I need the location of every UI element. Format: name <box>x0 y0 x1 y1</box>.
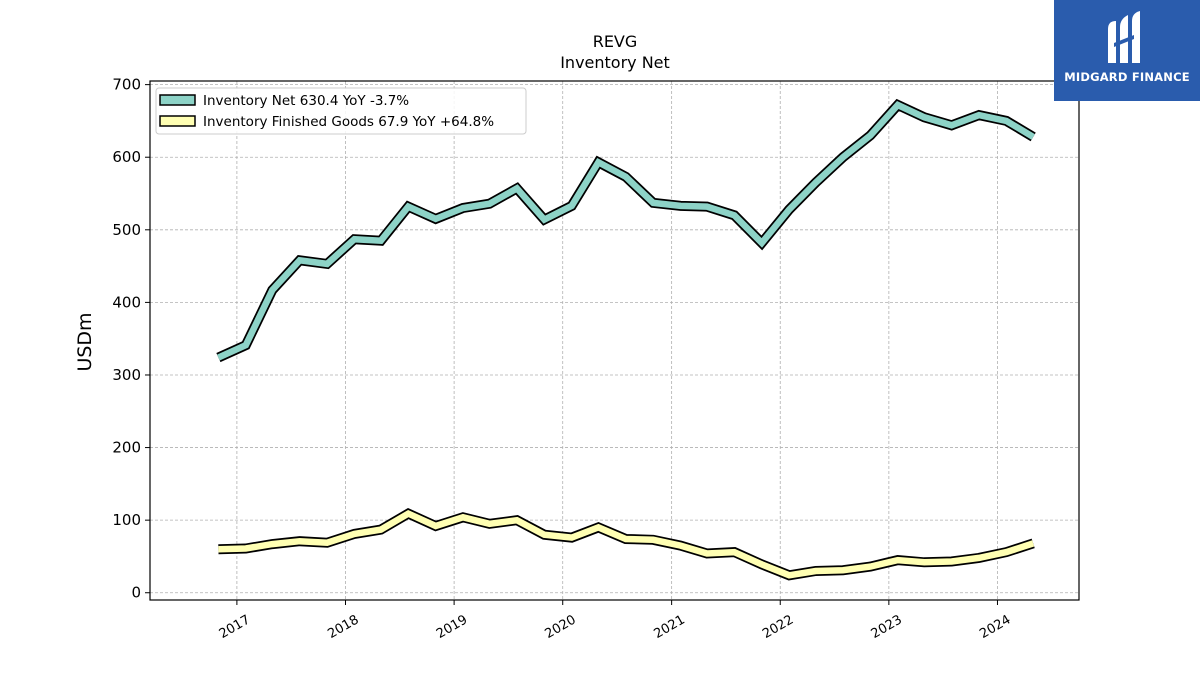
series-line-0 <box>217 101 1035 361</box>
y-tick-label: 500 <box>112 221 141 239</box>
legend: Inventory Net 630.4 YoY -3.7% Inventory … <box>155 87 527 135</box>
y-tick-label: 0 <box>131 584 141 602</box>
y-tick-label: 600 <box>112 148 141 166</box>
x-tick-label: 2022 <box>760 612 796 642</box>
brand-name: MIDGARD FINANCE <box>1064 70 1190 84</box>
x-tick-label: 2024 <box>977 612 1013 642</box>
y-tick-label: 400 <box>112 293 141 311</box>
x-tick-label: 2019 <box>434 612 470 642</box>
y-tick-label: 200 <box>112 439 141 457</box>
x-tick-label: 2018 <box>325 612 361 642</box>
series-group <box>216 98 1036 581</box>
y-tick-label: 300 <box>112 366 141 384</box>
series-outline-0 <box>216 98 1036 363</box>
chart-title: REVG <box>593 32 638 51</box>
x-tick-label: 2020 <box>543 612 579 642</box>
x-tick-label: 2023 <box>869 612 905 642</box>
series-line-1 <box>218 509 1035 579</box>
legend-label-finished-goods: Inventory Finished Goods 67.9 YoY +64.8% <box>203 114 494 130</box>
y-axis-label: USDm <box>74 312 96 371</box>
legend-swatch-inventory-net <box>159 94 196 106</box>
brand-logo: MIDGARD FINANCE <box>1054 0 1200 101</box>
legend-box <box>155 87 527 135</box>
x-tick-label: 2021 <box>651 612 687 642</box>
y-tick-label: 700 <box>112 76 141 94</box>
series-outline-1 <box>218 507 1035 581</box>
chart-subtitle: Inventory Net <box>560 53 670 72</box>
plot-frame <box>149 80 1080 601</box>
grid <box>150 81 1079 600</box>
midgard-logo-icon <box>1108 11 1140 63</box>
x-tick-label: 2017 <box>217 612 253 642</box>
legend-swatch-finished-goods <box>159 115 196 127</box>
legend-label-inventory-net: Inventory Net 630.4 YoY -3.7% <box>203 93 409 109</box>
y-tick-label: 100 <box>112 511 141 529</box>
